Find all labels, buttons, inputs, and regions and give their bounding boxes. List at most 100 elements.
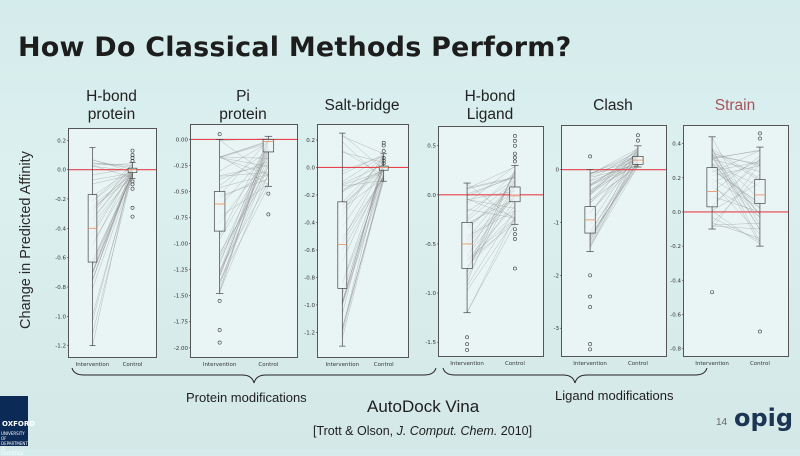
pair-line (342, 134, 384, 170)
pair-line (589, 160, 639, 241)
y-tick-label: 0.2 (57, 138, 66, 144)
protein-brace (71, 367, 437, 384)
pair-line (219, 155, 269, 185)
pair-line (712, 149, 760, 160)
pair-line (589, 161, 639, 246)
pair-line (219, 152, 269, 207)
y-tick-label: -0.6 (304, 248, 315, 254)
control-outlier (130, 182, 135, 187)
chart-panel-4: 0.5 0.0 -0.5 -1.0 -1.5 Intervention Control (425, 126, 544, 367)
pair-line (92, 172, 133, 281)
pair-line (342, 135, 384, 155)
pair-line (342, 157, 384, 212)
chart-panel-6: 0.4 0.2 0.0 -0.2 -0.4 -0.6 -0.8 Intervention Con… (670, 125, 789, 367)
pair-line (467, 199, 515, 209)
citation-journal: J. Comput. Chem. (396, 424, 498, 438)
pair-line (466, 186, 516, 227)
pair-line (711, 169, 761, 204)
y-tick-label: -1.0 (55, 314, 66, 320)
chart-svg-6: 0.4 0.2 0.0 -0.2 -0.4 -0.6 -0.8 Intervention Con… (670, 131, 788, 367)
chart-svg-4: 0.5 0.0 -0.5 -1.0 -1.5 Intervention Control (425, 134, 543, 367)
pair-line (219, 137, 269, 265)
intervention-outlier (465, 348, 469, 352)
pair-line (711, 163, 761, 230)
intervention-outlier (217, 299, 222, 303)
y-tick-label: -1.00 (174, 242, 189, 248)
y-tick-label: -2.00 (174, 346, 189, 352)
pair-line (712, 153, 760, 166)
intervention-outlier (588, 154, 592, 159)
chart-panel-5: 0 -1 -2 -3 Intervention Control (554, 125, 667, 367)
pair-line (92, 167, 133, 246)
x-tick-intervention: Intervention (695, 361, 729, 367)
oxford-logo: OXFORD UNIVERSITY OF DEPARTMENT OF STATI… (0, 396, 35, 456)
chart-svg-3: 0.2 0.0 -0.2 -0.4 -0.6 -0.8 -1.0 -1.2 Interventi… (304, 132, 408, 368)
pair-line (92, 162, 133, 168)
pair-line (342, 141, 384, 181)
pair-line (342, 167, 384, 227)
y-tick-label: -0.8 (670, 347, 681, 353)
citation-suffix: 2010] (497, 424, 533, 438)
control-outlier (513, 159, 517, 164)
control-box (509, 186, 521, 203)
control-outlier (266, 191, 271, 196)
x-tick-intervention: Intervention (326, 362, 360, 368)
x-tick-control: Control (750, 361, 770, 367)
pair-line (219, 156, 269, 159)
x-tick-intervention: Intervention (573, 361, 607, 367)
pair-line (92, 172, 133, 230)
control-outlier (130, 148, 135, 153)
pair-line (711, 155, 761, 246)
pair-line (219, 142, 269, 158)
pair-line (589, 162, 639, 213)
y-tick-label: -0.8 (55, 285, 66, 291)
pair-line (711, 161, 761, 207)
ligand-modifications-label: Ligand modifications (555, 388, 674, 403)
pair-line (466, 176, 516, 195)
pair-line (589, 156, 639, 177)
pair-line (92, 174, 133, 206)
pair-line (219, 151, 269, 274)
pair-line (92, 168, 133, 219)
y-tick-label: -0.2 (304, 193, 315, 199)
pair-line (92, 173, 133, 316)
slide-number: 14 (716, 417, 728, 428)
control-outlier (130, 158, 135, 163)
pair-line (589, 153, 639, 201)
intervention-outlier (588, 305, 592, 309)
y-tick-label: 0.00 (176, 137, 189, 143)
pair-line (219, 157, 269, 262)
control-outlier (513, 266, 517, 271)
pair-line (466, 216, 516, 313)
intervention-outlier (588, 347, 592, 352)
chart-svg-1: 0.2 0.0 -0.2 -0.4 -0.6 -0.8 -1.0 -1.2 Interventi… (55, 138, 156, 368)
pair-line (92, 174, 133, 185)
control-outlier (130, 186, 135, 191)
pair-line (219, 182, 269, 271)
intervention-outlier (465, 342, 469, 347)
y-tick-label: 0.0 (57, 168, 66, 174)
control-outlier (758, 131, 762, 136)
y-tick-label: -0.6 (55, 256, 66, 262)
y-tick-label: -0.75 (174, 216, 189, 222)
pair-line (589, 157, 639, 185)
pair-line (342, 152, 384, 163)
pair-line (711, 137, 761, 226)
pair-line (92, 165, 133, 172)
pair-line (589, 149, 639, 214)
pair-line (342, 155, 384, 183)
oxford-logo-text: OXFORD (2, 420, 36, 428)
pair-line (219, 175, 269, 253)
intervention-outlier (465, 335, 469, 340)
pair-line (712, 222, 760, 226)
y-tick-label: -0.25 (174, 163, 189, 169)
y-tick-label: 0.0 (672, 210, 681, 216)
y-tick-label: -1.0 (425, 291, 436, 297)
pair-line (711, 158, 761, 206)
pair-line (466, 198, 516, 244)
pair-line (712, 165, 760, 177)
pair-line (92, 163, 133, 166)
y-tick-label: -0.4 (670, 278, 681, 284)
pair-line (711, 163, 761, 215)
pair-line (711, 178, 761, 209)
